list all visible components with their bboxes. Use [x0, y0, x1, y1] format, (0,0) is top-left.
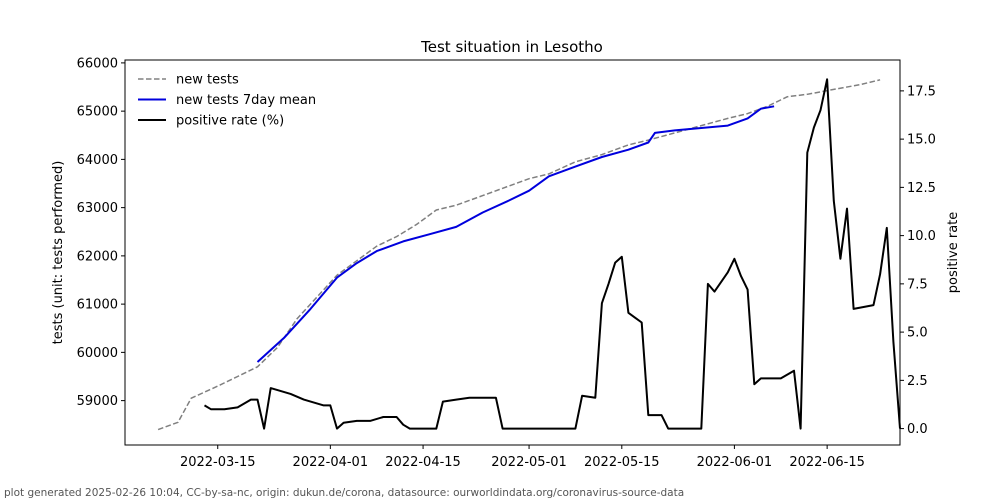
footer-credit: plot generated 2025-02-26 10:04, CC-by-s… [4, 487, 685, 499]
x-axis: 2022-03-15 2022-04-01 2022-04-15 2022-05-01… [180, 445, 865, 470]
x-tick-label: 2022-06-15 [789, 455, 865, 470]
y2-tick-label: 2.5 [907, 374, 928, 389]
y-tick-label: 59000 [77, 394, 118, 409]
legend-label: positive rate (%) [176, 114, 284, 129]
y-tick-label: 64000 [77, 153, 118, 168]
y2-tick-label: 15.0 [907, 133, 936, 148]
x-tick-label: 2022-03-15 [180, 455, 256, 470]
plot-area [157, 78, 901, 431]
y2-tick-label: 7.5 [907, 277, 928, 292]
plot-frame [124, 59, 901, 446]
y2-tick-label: 0.0 [907, 422, 928, 437]
x-tick-label: 2022-04-15 [385, 455, 461, 470]
x-tick-label: 2022-06-01 [697, 455, 773, 470]
y-tick-label: 61000 [77, 298, 118, 313]
y-tick-label: 65000 [77, 105, 118, 120]
y-tick-label: 63000 [77, 201, 118, 216]
legend-label: new tests 7day mean [176, 93, 316, 108]
x-tick-label: 2022-04-01 [293, 455, 369, 470]
y-tick-label: 66000 [77, 56, 118, 71]
x-tick-label: 2022-05-15 [584, 455, 660, 470]
chart-title: Test situation in Lesotho [420, 38, 603, 56]
x-tick-label: 2022-05-01 [491, 455, 567, 470]
y2-tick-label: 17.5 [907, 84, 936, 99]
series-line-1 [256, 105, 775, 363]
y-axis-label: tests (unit: tests performed) [51, 161, 66, 345]
y-tick-label: 62000 [77, 249, 118, 264]
y2-tick-label: 10.0 [907, 229, 936, 244]
y-axis-right: 0.0 2.5 5.0 7.5 10.0 12.5 15.0 17.5 [900, 84, 936, 437]
y-axis-left: 59000 60000 61000 62000 63000 64000 65000 66000 [77, 56, 125, 409]
series-line-0 [157, 79, 881, 431]
y2-tick-label: 12.5 [907, 181, 936, 196]
legend: new tests new tests 7day mean positive rat… [138, 73, 316, 129]
series-line-2 [203, 78, 901, 430]
y-tick-label: 60000 [77, 346, 118, 361]
y2-axis-label: positive rate [946, 212, 961, 294]
y2-tick-label: 5.0 [907, 326, 928, 341]
legend-label: new tests [176, 73, 239, 88]
